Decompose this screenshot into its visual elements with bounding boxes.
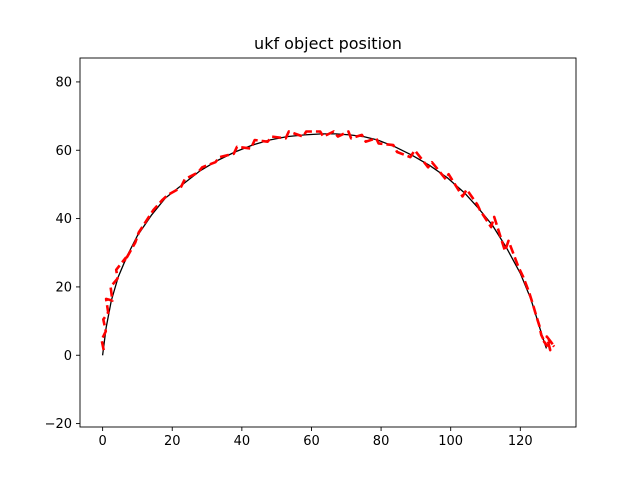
x-tick-label: 100: [438, 434, 463, 449]
y-tick-label: 80: [55, 75, 72, 90]
y-tick-label: −20: [45, 417, 72, 432]
series-line-1: [100, 130, 556, 352]
x-axis: 0 20 40 60 80 100 120: [98, 427, 533, 449]
x-tick-label: 60: [303, 434, 320, 449]
x-tick-label: 120: [508, 434, 533, 449]
plot-area: [100, 130, 556, 356]
axes-frame: [79, 57, 577, 428]
y-tick-label: 20: [55, 280, 72, 295]
x-tick-label: 80: [373, 434, 390, 449]
x-tick-label: 40: [234, 434, 251, 449]
x-tick-label: 20: [164, 434, 181, 449]
y-tick-label: 60: [55, 144, 72, 159]
y-axis: −20 0 20 40 60 80: [45, 75, 80, 432]
y-tick-label: 0: [64, 349, 72, 364]
chart-title: ukf object position: [254, 34, 402, 53]
x-tick-label: 0: [98, 434, 106, 449]
y-tick-label: 40: [55, 212, 72, 227]
